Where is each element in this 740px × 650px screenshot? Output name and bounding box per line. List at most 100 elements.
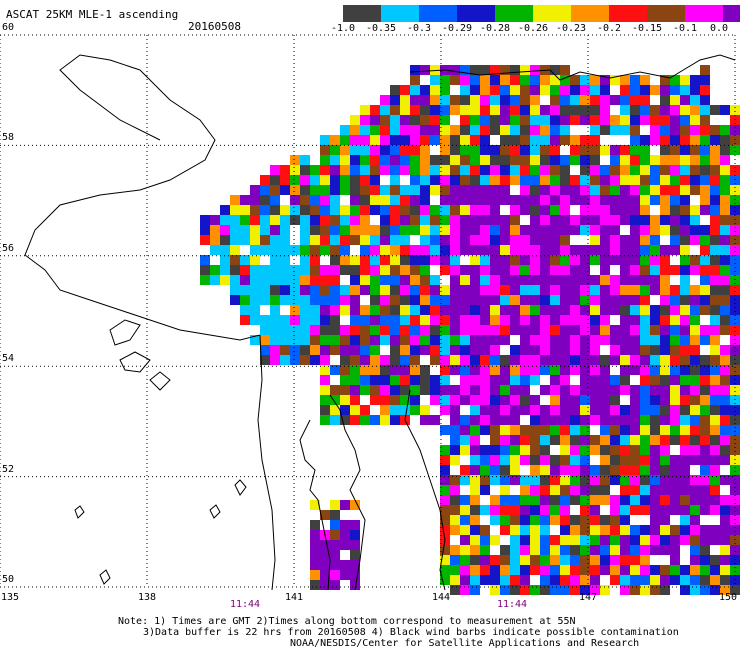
wind-cell	[530, 415, 540, 425]
wind-cell	[310, 550, 320, 560]
wind-cell	[470, 135, 480, 145]
wind-cell	[690, 495, 700, 505]
wind-cell	[450, 345, 460, 355]
wind-cell	[460, 245, 470, 255]
wind-cell	[230, 215, 240, 225]
wind-cell	[700, 195, 710, 205]
wind-cell	[660, 315, 670, 325]
wind-cell	[610, 425, 620, 435]
wind-cell	[310, 305, 320, 315]
wind-cell	[620, 145, 630, 155]
wind-cell	[490, 265, 500, 275]
wind-cell	[620, 465, 630, 475]
wind-cell	[680, 535, 690, 545]
wind-cell	[320, 540, 330, 550]
wind-cell	[400, 195, 410, 205]
wind-cell	[720, 175, 730, 185]
wind-cell	[710, 575, 720, 585]
wind-cell	[390, 205, 400, 215]
wind-cell	[710, 325, 720, 335]
wind-cell	[490, 65, 500, 75]
wind-cell	[320, 305, 330, 315]
wind-cell	[570, 255, 580, 265]
colorbar-label: -0.26	[517, 23, 549, 34]
wind-cell	[300, 185, 310, 195]
wind-cell	[600, 495, 610, 505]
wind-cell	[530, 305, 540, 315]
wind-cell	[540, 145, 550, 155]
wind-cell	[460, 565, 470, 575]
note-line-2: 3)Data buffer is 22 hrs from 20160508 4)…	[143, 627, 679, 638]
wind-cell	[220, 225, 230, 235]
wind-cell	[430, 75, 440, 85]
wind-cell	[510, 135, 520, 145]
wind-cell	[350, 275, 360, 285]
wind-cell	[730, 505, 740, 515]
wind-cell	[330, 345, 340, 355]
wind-cell	[560, 485, 570, 495]
wind-cell	[720, 565, 730, 575]
wind-cell	[440, 325, 450, 335]
wind-cell	[680, 575, 690, 585]
wind-cell	[380, 105, 390, 115]
wind-cell	[650, 475, 660, 485]
wind-cell	[700, 585, 710, 595]
wind-cell	[310, 355, 320, 365]
wind-cell	[580, 295, 590, 305]
wind-cell	[600, 285, 610, 295]
wind-cell	[500, 215, 510, 225]
wind-cell	[480, 295, 490, 305]
wind-cell	[710, 415, 720, 425]
wind-cell	[410, 255, 420, 265]
wind-cell	[360, 245, 370, 255]
wind-cell	[450, 515, 460, 525]
wind-cell	[250, 195, 260, 205]
wind-cell	[560, 575, 570, 585]
wind-cell	[270, 245, 280, 255]
wind-cell	[590, 345, 600, 355]
wind-cell	[580, 185, 590, 195]
wind-cell	[270, 195, 280, 205]
wind-cell	[570, 395, 580, 405]
wind-cell	[480, 365, 490, 375]
wind-cell	[310, 275, 320, 285]
wind-cell	[320, 285, 330, 295]
wind-cell	[660, 75, 670, 85]
wind-cell	[610, 145, 620, 155]
wind-cell	[670, 475, 680, 485]
wind-cell	[540, 105, 550, 115]
wind-cell	[390, 175, 400, 185]
wind-cell	[450, 245, 460, 255]
wind-cell	[370, 285, 380, 295]
wind-cell	[650, 455, 660, 465]
wind-cell	[620, 525, 630, 535]
wind-cell	[390, 325, 400, 335]
wind-cell	[560, 195, 570, 205]
wind-cell	[390, 265, 400, 275]
wind-cell	[690, 295, 700, 305]
wind-cell	[650, 345, 660, 355]
wind-cell	[270, 165, 280, 175]
wind-cell	[590, 165, 600, 175]
wind-cell	[420, 235, 430, 245]
wind-cell	[720, 325, 730, 335]
wind-cell	[310, 245, 320, 255]
wind-cell	[500, 565, 510, 575]
wind-cell	[690, 515, 700, 525]
wind-cell	[640, 195, 650, 205]
wind-cell	[450, 125, 460, 135]
wind-cell	[670, 105, 680, 115]
wind-cell	[460, 145, 470, 155]
wind-cell	[470, 425, 480, 435]
wind-cell	[270, 315, 280, 325]
wind-cell	[490, 175, 500, 185]
wind-cell	[270, 185, 280, 195]
wind-cell	[330, 325, 340, 335]
wind-cell	[440, 345, 450, 355]
wind-cell	[290, 245, 300, 255]
wind-cell	[570, 215, 580, 225]
wind-cell	[650, 255, 660, 265]
wind-cell	[700, 385, 710, 395]
wind-cell	[500, 175, 510, 185]
wind-cell	[420, 255, 430, 265]
